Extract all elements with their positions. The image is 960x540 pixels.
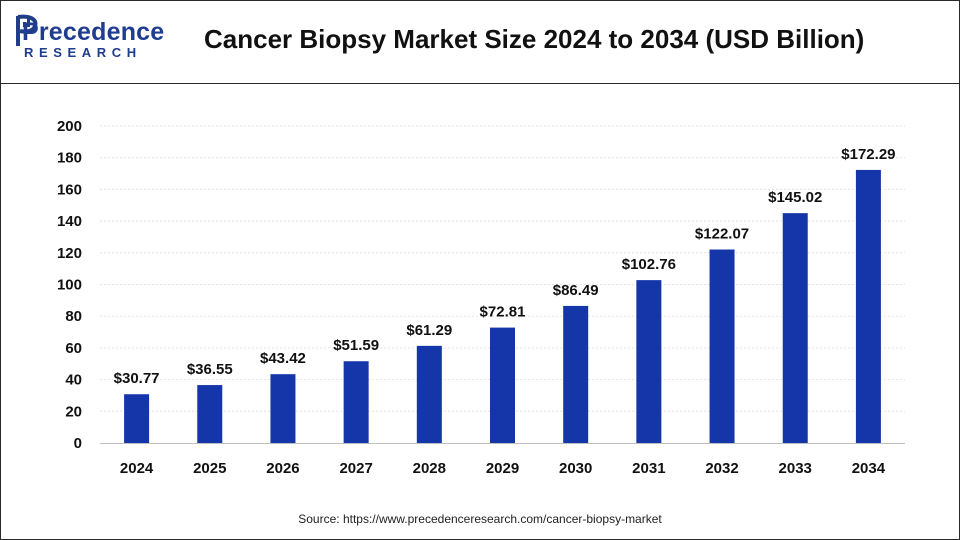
- x-tick-label: 2027: [339, 460, 372, 477]
- x-tick-label: 2034: [852, 460, 886, 477]
- x-axis-ticks: 2024 2025 2026 2027 2028 2029 2030 2031 2032 2033…: [120, 460, 886, 477]
- y-tick-label: 100: [57, 277, 82, 294]
- bar: [343, 361, 369, 443]
- x-tick-label: 2026: [266, 460, 299, 477]
- y-tick-label: 20: [65, 403, 82, 420]
- value-label: $51.59: [333, 337, 379, 354]
- value-label: $36.55: [187, 361, 233, 378]
- value-label: $86.49: [553, 282, 599, 299]
- y-tick-label: 140: [57, 213, 82, 230]
- x-tick-label: 2032: [705, 460, 738, 477]
- chart-title: Cancer Biopsy Market Size 2024 to 2034 (…: [204, 24, 865, 54]
- y-tick-label: 180: [57, 150, 82, 167]
- y-tick-label: 80: [65, 308, 82, 325]
- value-label: $122.07: [695, 226, 749, 243]
- bar: [636, 280, 662, 443]
- value-label: $61.29: [406, 322, 452, 339]
- bar: [563, 305, 589, 443]
- y-tick-label: 160: [57, 181, 82, 198]
- y-tick-label: 200: [57, 118, 82, 135]
- bar: [709, 249, 735, 443]
- header: Precedence RESEARCH Cancer Biopsy Market…: [0, 0, 960, 84]
- bar: [124, 394, 150, 443]
- y-tick-label: 60: [65, 340, 82, 357]
- x-tick-label: 2030: [559, 460, 592, 477]
- brand-logo: Precedence RESEARCH: [14, 14, 164, 64]
- x-tick-label: 2028: [413, 460, 446, 477]
- x-tick-label: 2031: [632, 460, 665, 477]
- value-label: $30.77: [114, 370, 160, 387]
- brand-name: Precedence: [22, 18, 165, 46]
- bar: [782, 213, 808, 443]
- logo-mark-icon: [16, 14, 38, 46]
- bars: [124, 169, 881, 443]
- value-label: $145.02: [768, 189, 822, 206]
- value-label: $43.42: [260, 350, 306, 367]
- bar: [855, 169, 881, 443]
- bar-chart: 0 20 40 60 80 100 120 140 160 180 200 $30.77 $36.55…: [57, 118, 905, 477]
- value-label: $102.76: [622, 256, 676, 273]
- source-note: Source: https://www.precedenceresearch.c…: [298, 512, 662, 526]
- bar: [416, 345, 442, 443]
- x-tick-label: 2025: [193, 460, 226, 477]
- value-label: $172.29: [841, 146, 895, 163]
- x-tick-label: 2024: [120, 460, 154, 477]
- brand-subtitle: RESEARCH: [24, 45, 142, 60]
- y-tick-label: 40: [65, 372, 82, 389]
- value-label: $72.81: [480, 304, 526, 321]
- x-tick-label: 2029: [486, 460, 519, 477]
- value-labels: $30.77 $36.55 $43.42 $51.59 $61.29 $72.81 $86.…: [114, 146, 896, 387]
- y-tick-label: 0: [74, 435, 82, 452]
- bar: [197, 385, 223, 443]
- y-tick-label: 120: [57, 245, 82, 262]
- bar: [270, 374, 296, 443]
- x-tick-label: 2033: [779, 460, 812, 477]
- y-axis-ticks: 0 20 40 60 80 100 120 140 160 180 200: [57, 118, 82, 452]
- bar: [490, 327, 515, 443]
